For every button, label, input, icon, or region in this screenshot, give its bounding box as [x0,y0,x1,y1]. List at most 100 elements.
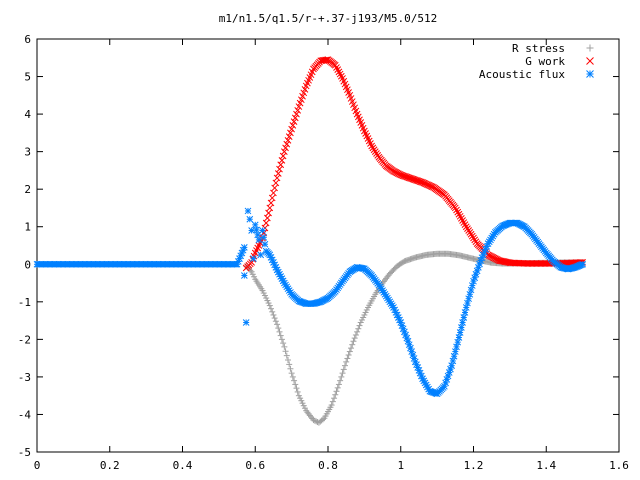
data-point [328,402,335,409]
data-point [337,377,344,384]
data-point [278,157,286,164]
data-point [402,173,409,180]
data-point [349,341,356,348]
data-point [277,273,285,280]
data-point [287,365,294,372]
data-point [274,321,281,328]
plot-frame [36,38,620,453]
legend-marker [586,57,594,65]
legend-label-acoustic-flux: Acoustic flux [479,68,565,81]
data-point [251,221,259,229]
data-point [343,358,350,365]
data-point [454,338,462,346]
data-point [401,172,408,180]
data-point [271,184,279,192]
data-point [301,405,308,412]
data-point [283,140,291,148]
x-tick-label: 0 [34,459,41,472]
x-tick-label: 0.6 [245,459,265,472]
data-point [261,240,269,248]
data-point [310,417,317,424]
data-point [465,295,473,303]
x-tick-label: 1.4 [536,459,556,472]
data-point [341,362,348,369]
data-point [467,286,475,294]
data-point [363,306,370,313]
data-point [268,305,275,312]
data-point [360,314,367,321]
data-point [264,297,271,304]
x-tick-label: 0.2 [100,459,120,472]
data-point [257,251,265,259]
data-point [298,397,305,404]
data-point [455,334,463,341]
data-point [335,381,342,388]
data-point [264,214,271,222]
data-point [403,173,411,181]
data-point [248,268,255,275]
data-point [340,366,347,373]
data-point [459,319,466,326]
data-point [332,391,339,398]
data-point [248,227,255,234]
y-tick-label: 0 [24,258,31,271]
data-point [357,319,364,326]
data-point [262,219,270,227]
y-tick-label: 6 [24,33,31,46]
data-point [300,402,307,409]
data-point [288,370,295,377]
legend-markers [586,44,594,78]
x-tick-label: 0.8 [318,459,338,472]
legend-label-r-stress: R stress [512,42,565,55]
data-point [265,300,272,307]
data-point [468,282,476,289]
data-point [291,377,298,384]
data-point [297,395,304,402]
data-point [351,335,358,342]
data-point [408,175,416,183]
data-point [242,319,250,326]
data-point [253,226,260,234]
data-point [266,204,274,212]
data-point [415,177,423,185]
data-point [464,299,471,307]
data-point [339,370,346,377]
data-point [267,199,275,207]
data-point [249,271,256,278]
y-tick-label: -1 [18,296,31,309]
data-point [290,118,298,125]
data-point [279,152,287,160]
data-point [238,249,246,257]
data-point [409,175,417,183]
data-point [466,290,474,298]
data-point [293,385,300,392]
data-point [284,357,291,364]
data-point [281,343,288,350]
data-point [266,302,273,309]
data-point [289,122,297,129]
data-point [460,314,468,321]
x-tick-label: 1.6 [609,459,629,472]
data-point [280,148,288,155]
data-point [398,171,406,179]
data-point [246,215,254,223]
data-point [286,361,293,368]
data-point [471,274,479,282]
data-point [361,311,368,318]
data-point [461,309,469,316]
data-point [280,340,287,347]
data-point [270,189,277,197]
data-point [293,110,300,118]
data-point [259,287,266,294]
data-point [277,332,284,339]
data-point [291,114,299,122]
data-point [277,161,285,169]
data-point [397,171,405,179]
data-point [284,137,292,144]
data-point [240,244,248,251]
legend: R stress G work Acoustic flux [479,42,594,81]
data-point [448,362,456,369]
data-point [453,343,460,351]
y-tick-label: 4 [24,108,31,121]
legend-marker [586,70,594,78]
